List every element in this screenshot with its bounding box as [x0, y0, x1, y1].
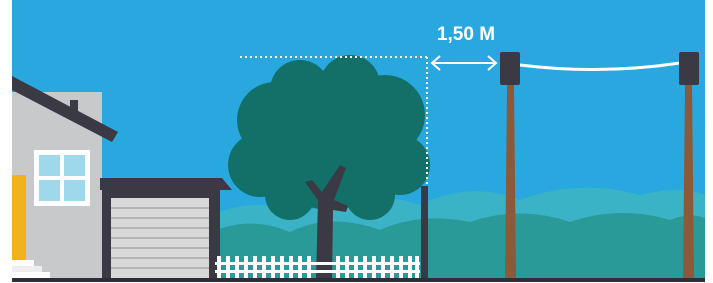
garage [100, 178, 232, 280]
ground [12, 278, 705, 282]
illustration: 1,50 M [0, 0, 713, 283]
fence-post [421, 186, 428, 280]
distance-label: 1,50 M [437, 24, 495, 45]
